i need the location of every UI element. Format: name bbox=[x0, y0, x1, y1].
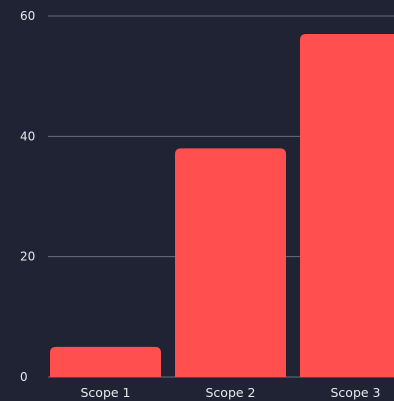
y-axis-ticks: 0 20 40 60 bbox=[20, 9, 35, 384]
y-tick-label: 20 bbox=[20, 250, 35, 264]
bar-scope-1 bbox=[50, 346, 161, 377]
x-category-label: Scope 1 bbox=[80, 385, 130, 400]
y-tick-label: 60 bbox=[20, 9, 35, 23]
x-axis-labels: Scope 1 Scope 2 Scope 3 bbox=[80, 385, 380, 400]
x-category-label: Scope 3 bbox=[330, 385, 380, 400]
bars bbox=[50, 34, 394, 377]
y-tick-label: 0 bbox=[20, 370, 28, 384]
bar-scope-3 bbox=[300, 34, 394, 377]
x-category-label: Scope 2 bbox=[205, 385, 255, 400]
y-tick-label: 40 bbox=[20, 129, 35, 143]
bar-scope-2 bbox=[175, 148, 286, 377]
